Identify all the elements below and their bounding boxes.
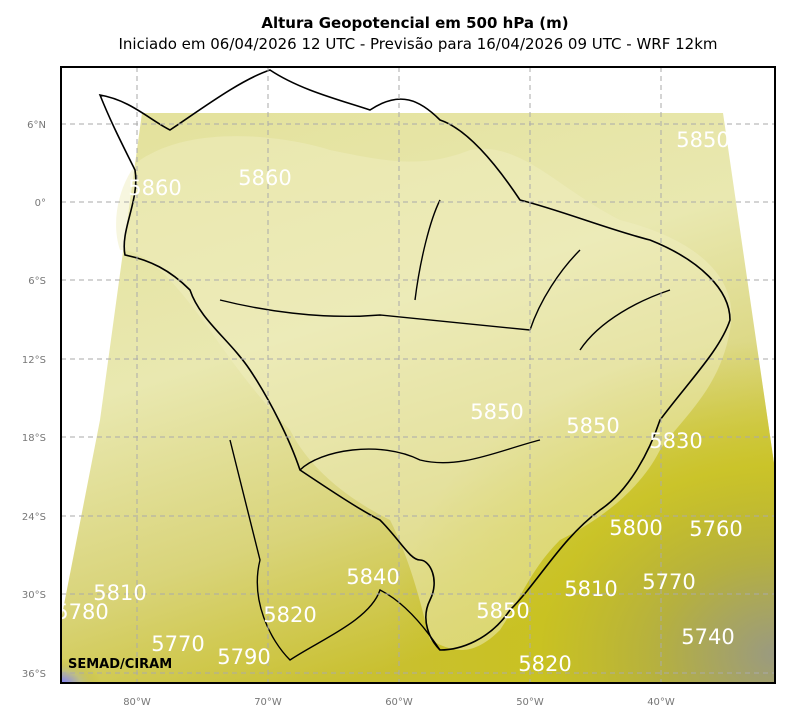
- borders: [219, 199, 671, 661]
- lon-label: 70°W: [254, 697, 282, 708]
- watermark: SEMAD/CIRAM: [68, 657, 172, 672]
- subtitle: Iniciado em 06/04/2026 12 UTC - Previsão…: [118, 35, 717, 53]
- axis-labels: 6°N 0° 6°S 12°S 18°S 24°S 30°S 36°S 80°W 70°W 60°W…: [22, 120, 675, 708]
- graticule: [61, 67, 775, 683]
- lat-label: 18°S: [22, 433, 46, 444]
- contour-label: 5780: [55, 600, 108, 624]
- lon-label: 80°W: [123, 697, 151, 708]
- contour-label: 5850: [476, 599, 529, 623]
- lat-label: 24°S: [22, 512, 46, 523]
- contour-label: 5810: [93, 581, 146, 605]
- contour-label: 5760: [689, 517, 742, 541]
- lat-label: 6°S: [28, 276, 46, 287]
- lat-label: 0°: [35, 198, 46, 209]
- contour-label: 5850: [470, 400, 523, 424]
- title: Altura Geopotencial em 500 hPa (m): [261, 14, 568, 32]
- contour-label: 5820: [518, 652, 571, 676]
- contour-label: 5770: [642, 570, 695, 594]
- low-shade: [61, 560, 261, 683]
- lon-label: 40°W: [647, 697, 675, 708]
- contour-labels: 5850 5860 5860 5850 5850 5830 5800 5760 5770 5740…: [55, 128, 743, 676]
- map-area: 5850 5860 5860 5850 5850 5830 5800 5760 5770 5740…: [55, 67, 775, 683]
- coastline: [98, 69, 731, 651]
- contour-label: 5850: [566, 414, 619, 438]
- contour-label: 5820: [263, 603, 316, 627]
- lat-label: 12°S: [22, 355, 46, 366]
- lon-label: 60°W: [385, 697, 413, 708]
- lon-label: 50°W: [516, 697, 544, 708]
- frame: [60, 66, 776, 684]
- contour-label: 5740: [681, 625, 734, 649]
- contour-label: 5770: [151, 632, 204, 656]
- lat-label: 30°S: [22, 590, 46, 601]
- contour-label: 5840: [346, 565, 399, 589]
- contour-label: 5810: [564, 577, 617, 601]
- contour-label: 5860: [128, 176, 181, 200]
- contour-label: 5850: [676, 128, 729, 152]
- lat-label: 36°S: [22, 669, 46, 680]
- contour-label: 5830: [649, 429, 702, 453]
- contour-label: 5860: [238, 166, 291, 190]
- contour-label: 5790: [217, 645, 270, 669]
- lat-label: 6°N: [27, 120, 46, 131]
- contour-label: 5800: [609, 516, 662, 540]
- region: [116, 136, 732, 651]
